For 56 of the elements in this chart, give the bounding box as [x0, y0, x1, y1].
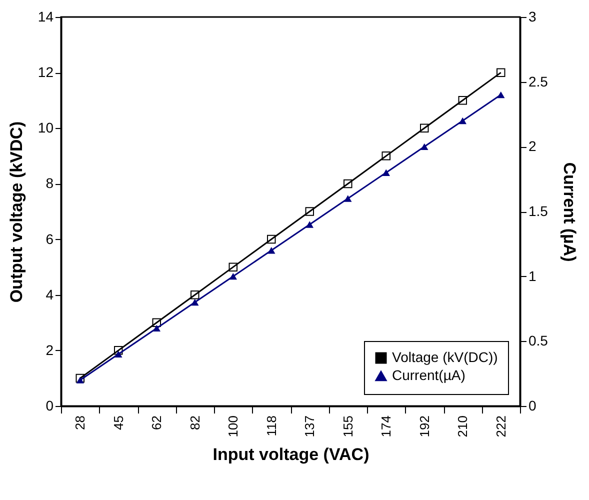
x-tick-label: 45 — [110, 416, 126, 430]
y-tick-label: 14 — [38, 8, 54, 24]
x-tick-label: 155 — [340, 416, 356, 438]
x-tick-label: 210 — [455, 416, 470, 438]
point — [76, 376, 84, 384]
y2-axis-title: Current (µA) — [560, 162, 579, 262]
point — [458, 96, 467, 105]
point — [420, 124, 429, 133]
point — [382, 169, 390, 176]
point — [114, 346, 123, 355]
x-tick-label: 28 — [72, 416, 88, 430]
x-tick-label: 137 — [302, 416, 318, 438]
point — [267, 234, 276, 244]
point — [305, 207, 314, 216]
point — [76, 374, 84, 383]
x-tick-label: 62 — [149, 416, 164, 430]
point — [344, 179, 352, 188]
point — [152, 318, 161, 328]
legend-label: Current(µA) — [392, 367, 466, 383]
point — [191, 298, 199, 306]
x-tick-label: 100 — [226, 416, 241, 438]
point — [268, 247, 276, 254]
point — [458, 117, 466, 124]
y2-tick-label: 1 — [528, 268, 536, 284]
y2-tick-label: 1.5 — [528, 203, 548, 219]
point — [228, 262, 238, 272]
y2-tick-label: 2.5 — [528, 73, 548, 90]
point — [382, 152, 390, 160]
legend-label: Voltage (kV(DC)) — [392, 349, 498, 365]
y-tick-label: 0 — [46, 398, 54, 414]
point — [190, 290, 200, 300]
point — [306, 221, 314, 228]
x-tick-label: 82 — [187, 416, 202, 430]
x-tick-label: 118 — [264, 416, 279, 436]
point — [344, 195, 352, 202]
y-tick-label: 6 — [46, 230, 54, 247]
y-tick-label: 4 — [46, 286, 54, 302]
point — [229, 272, 237, 280]
point — [420, 143, 428, 150]
x-tick-label: 222 — [493, 416, 508, 438]
point — [497, 91, 505, 98]
point — [496, 68, 506, 77]
y2-tick-label: 2 — [528, 138, 536, 154]
y2-tick-label: 0 — [528, 398, 536, 414]
y2-tick-label: 3 — [528, 8, 536, 24]
y-tick-label: 12 — [38, 64, 54, 80]
y-tick-label: 2 — [46, 342, 54, 358]
y-axis-title: Output voltage (kVDC) — [6, 121, 26, 303]
x-axis-title: Input voltage (VAC) — [212, 445, 370, 464]
y-tick-label: 10 — [38, 120, 54, 136]
x-tick-label: 192 — [416, 416, 432, 438]
y-tick-label: 8 — [46, 175, 54, 192]
y2-tick-label: 0.5 — [528, 332, 548, 349]
point — [114, 350, 122, 358]
x-tick-label: 174 — [378, 416, 394, 438]
point — [152, 324, 160, 332]
